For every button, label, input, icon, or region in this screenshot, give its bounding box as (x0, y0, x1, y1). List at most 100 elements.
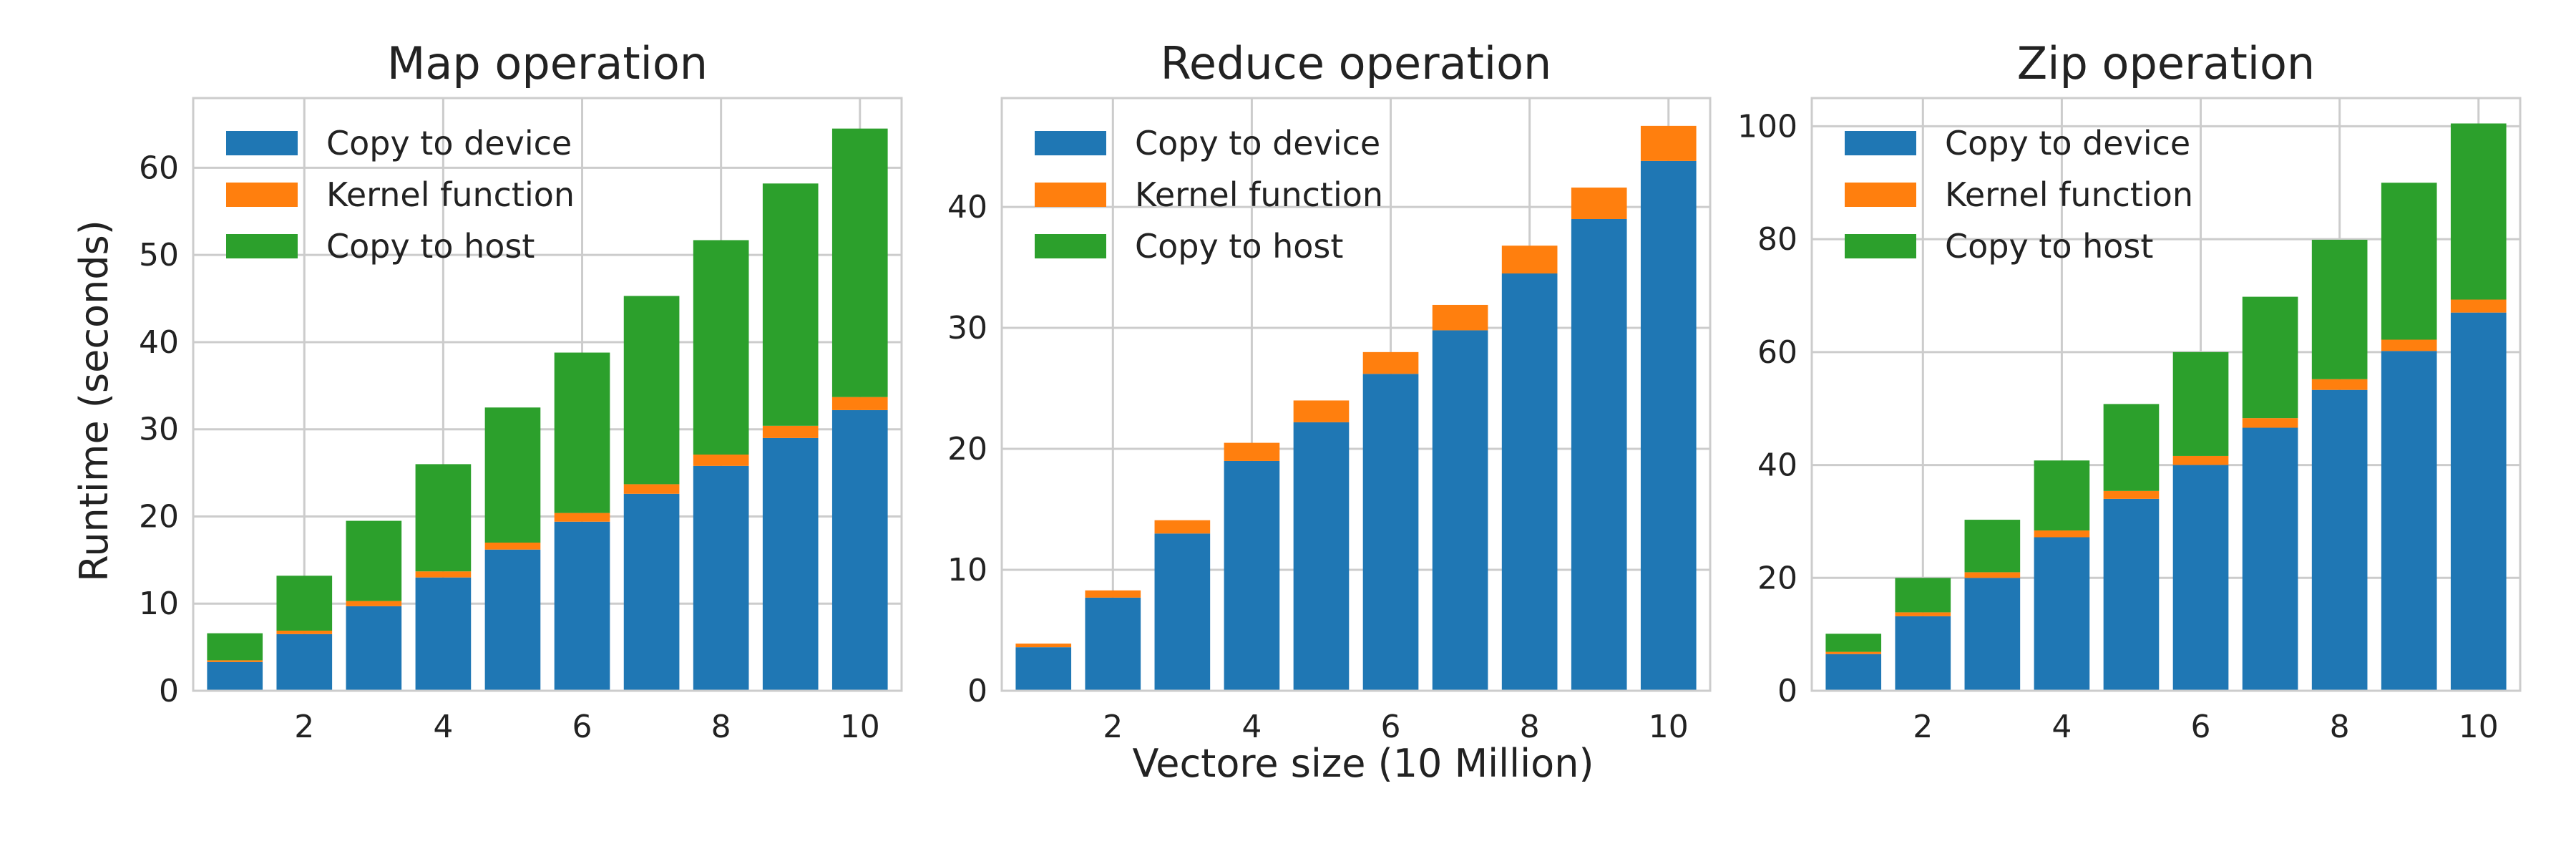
x-tick-label: 2 (1913, 709, 1933, 745)
bar-kernel-function (2381, 339, 2437, 351)
bar-copy-to-host (207, 633, 263, 661)
bar-kernel-function (1224, 442, 1280, 461)
y-tick-label: 20 (139, 498, 179, 535)
bar-kernel-function (1154, 520, 1211, 534)
bar-copy-to-host (2450, 123, 2507, 300)
legend-swatch-kernel-function (1845, 183, 1916, 207)
plot-frame (1810, 97, 2522, 692)
bar-copy-to-host (623, 296, 680, 485)
bar-kernel-function (276, 630, 333, 634)
x-tick-label: 4 (2051, 709, 2072, 745)
bar-kernel-function (1640, 125, 1697, 161)
x-tick-label: 8 (1520, 709, 1540, 745)
y-tick-label: 10 (947, 552, 987, 588)
bars (1015, 125, 1697, 691)
bar-copy-to-device (2172, 465, 2229, 691)
bar-copy-to-device (1895, 616, 1951, 691)
y-tick-label: 40 (1757, 447, 1797, 484)
bar-kernel-function (762, 425, 819, 438)
plot-frame (192, 97, 903, 692)
y-axis-label: Runtime (seconds) (72, 220, 117, 582)
y-tick-label: 0 (159, 673, 179, 709)
bar-copy-to-device (1640, 160, 1697, 691)
bar-copy-to-device (1362, 374, 1419, 691)
bar-kernel-function (415, 571, 472, 578)
chart-title: Reduce operation (1161, 37, 1552, 89)
bar-copy-to-device (1825, 654, 1882, 691)
y-tick-label: 60 (139, 150, 179, 186)
y-tick-label: 20 (947, 431, 987, 467)
bar-copy-to-device (762, 437, 819, 691)
bar-kernel-function (2172, 455, 2229, 465)
bar-copy-to-host (762, 183, 819, 426)
bar-copy-to-host (554, 352, 610, 513)
y-tick-label: 60 (1757, 334, 1797, 371)
legend-label: Copy to host (326, 227, 535, 266)
y-tick-label: 0 (1777, 673, 1797, 709)
bar-copy-to-device (2242, 427, 2298, 691)
x-tick-label: 6 (572, 709, 592, 745)
plot-frame (1000, 97, 1712, 692)
bars (207, 128, 888, 691)
bar-copy-to-device (693, 465, 749, 691)
legend: Copy to device Kernel function Copy to hos… (226, 124, 575, 266)
bars (1825, 123, 2507, 691)
bar-copy-to-device (2103, 498, 2160, 691)
bar-copy-to-device (2381, 351, 2437, 691)
x-tick-label: 4 (433, 709, 453, 745)
bar-copy-to-device (1964, 578, 2021, 691)
y-tick-label: 40 (139, 324, 179, 361)
bar-copy-to-host (693, 240, 749, 455)
bar-kernel-function (1085, 590, 1141, 598)
bar-copy-to-host (2381, 183, 2437, 340)
chart-panel-2: 2 4 6 8 10 0 10 20 30 40 Reduce operation Copy to d… (947, 37, 1712, 745)
legend-label: Copy to host (1135, 227, 1343, 266)
bar-kernel-function (1293, 400, 1350, 422)
bar-copy-to-device (1224, 460, 1280, 691)
legend-label: Copy to device (1945, 124, 2190, 162)
bar-kernel-function (2450, 299, 2507, 313)
chart-title: Map operation (387, 37, 708, 89)
x-tick-label: 8 (2330, 709, 2350, 745)
bar-copy-to-device (1501, 273, 1558, 691)
bar-copy-to-host (2311, 239, 2368, 379)
x-tick-label: 10 (1649, 709, 1689, 745)
legend-swatch-kernel-function (226, 183, 298, 207)
x-axis-label: Vectore size (10 Million) (1132, 741, 1594, 786)
bar-kernel-function (1432, 304, 1488, 331)
x-tick-label: 10 (2459, 709, 2499, 745)
x-tick-label: 8 (711, 709, 731, 745)
bar-copy-to-device (484, 549, 541, 691)
bar-kernel-function (554, 513, 610, 522)
x-tick-label: 2 (294, 709, 314, 745)
bar-copy-to-host (2103, 404, 2160, 491)
bar-kernel-function (1825, 651, 1882, 654)
bar-copy-to-host (276, 576, 333, 631)
bar-copy-to-device (1154, 533, 1211, 691)
bar-kernel-function (1571, 188, 1627, 219)
bar-copy-to-device (2034, 537, 2090, 691)
y-tick-label: 100 (1737, 108, 1797, 145)
x-tick-label: 4 (1241, 709, 1262, 745)
bar-copy-to-device (623, 493, 680, 691)
bar-kernel-function (1964, 572, 2021, 578)
bar-copy-to-host (415, 464, 472, 572)
bar-kernel-function (2311, 379, 2368, 390)
chart-title: Zip operation (2017, 37, 2315, 89)
y-tick-label: 50 (139, 237, 179, 273)
bar-kernel-function (484, 543, 541, 550)
y-tick-label: 10 (139, 586, 179, 622)
bar-copy-to-host (2172, 351, 2229, 456)
bar-copy-to-device (207, 661, 263, 691)
bar-copy-to-device (831, 409, 888, 691)
bar-kernel-function (693, 455, 749, 466)
bar-kernel-function (207, 660, 263, 662)
bar-copy-to-device (415, 577, 472, 691)
x-tick-label: 6 (1381, 709, 1401, 745)
legend-swatch-copy-to-host (1845, 234, 1916, 258)
bar-kernel-function (2242, 418, 2298, 428)
bar-copy-to-host (2034, 460, 2090, 531)
bar-copy-to-host (831, 128, 888, 397)
bar-kernel-function (2103, 490, 2160, 499)
